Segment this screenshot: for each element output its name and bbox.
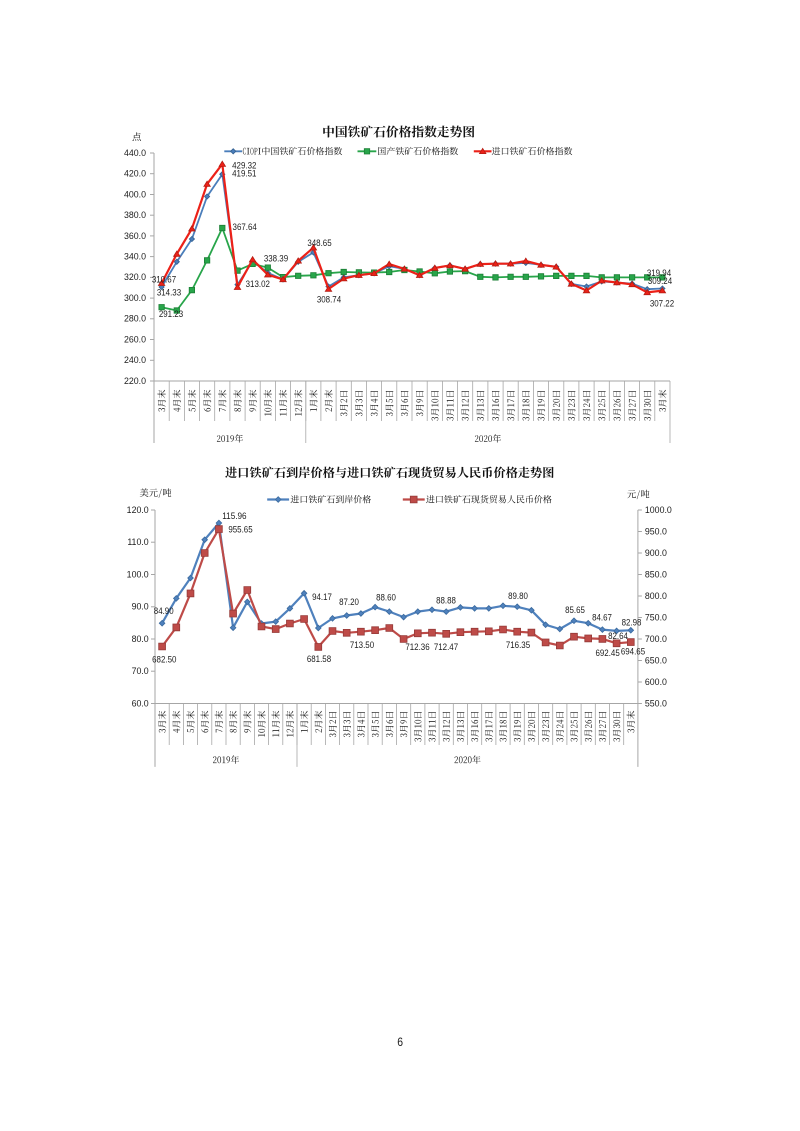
svg-text:300.0: 300.0 xyxy=(124,293,146,303)
svg-text:348.65: 348.65 xyxy=(307,238,331,248)
svg-text:900.0: 900.0 xyxy=(645,548,667,558)
svg-text:1000.0: 1000.0 xyxy=(645,505,672,515)
svg-text:240.0: 240.0 xyxy=(124,355,146,365)
svg-text:400.0: 400.0 xyxy=(124,189,146,199)
svg-text:360.0: 360.0 xyxy=(124,231,146,241)
svg-text:340.0: 340.0 xyxy=(124,252,146,262)
svg-text:110.0: 110.0 xyxy=(127,537,148,547)
svg-text:291.23: 291.23 xyxy=(159,309,183,319)
svg-text:694.65: 694.65 xyxy=(621,646,645,656)
svg-text:310.67: 310.67 xyxy=(152,274,176,284)
svg-text:716.35: 716.35 xyxy=(506,640,530,650)
svg-text:681.58: 681.58 xyxy=(307,654,331,664)
svg-text:380.0: 380.0 xyxy=(124,210,146,220)
svg-text:89.80: 89.80 xyxy=(508,591,528,601)
svg-text:750.0: 750.0 xyxy=(645,612,667,622)
svg-text:314.33: 314.33 xyxy=(157,287,181,297)
svg-text:120.0: 120.0 xyxy=(127,505,149,515)
svg-text:955.65: 955.65 xyxy=(228,525,252,535)
svg-text:82.64: 82.64 xyxy=(608,631,628,641)
svg-text:6: 6 xyxy=(397,1037,403,1049)
svg-text:367.64: 367.64 xyxy=(233,222,257,232)
svg-text:94.17: 94.17 xyxy=(312,592,332,602)
svg-text:682.50: 682.50 xyxy=(152,654,176,664)
svg-text:650.0: 650.0 xyxy=(645,655,667,665)
svg-text:260.0: 260.0 xyxy=(124,334,146,344)
svg-text:550.0: 550.0 xyxy=(645,698,667,708)
svg-text:712.36: 712.36 xyxy=(405,642,429,652)
svg-text:280.0: 280.0 xyxy=(124,314,146,324)
svg-text:440.0: 440.0 xyxy=(124,148,146,158)
svg-text:420.0: 420.0 xyxy=(124,169,146,179)
svg-text:338.39: 338.39 xyxy=(264,254,288,264)
svg-text:850.0: 850.0 xyxy=(645,569,667,579)
svg-text:319.94: 319.94 xyxy=(647,268,671,278)
svg-text:90.0: 90.0 xyxy=(132,602,149,612)
svg-text:800.0: 800.0 xyxy=(645,591,667,601)
svg-text:600.0: 600.0 xyxy=(645,677,667,687)
svg-text:713.50: 713.50 xyxy=(350,640,374,650)
svg-text:80.0: 80.0 xyxy=(132,634,149,644)
svg-text:313.02: 313.02 xyxy=(246,279,270,289)
svg-text:88.88: 88.88 xyxy=(436,595,456,605)
svg-text:115.96: 115.96 xyxy=(222,511,246,521)
svg-text:700.0: 700.0 xyxy=(645,634,667,644)
svg-text:712.47: 712.47 xyxy=(434,642,458,652)
svg-text:88.60: 88.60 xyxy=(376,592,396,602)
svg-text:419.51: 419.51 xyxy=(232,169,256,179)
svg-text:309.24: 309.24 xyxy=(648,276,672,286)
svg-text:70.0: 70.0 xyxy=(132,666,149,676)
svg-text:84.67: 84.67 xyxy=(592,612,612,622)
svg-text:100.0: 100.0 xyxy=(127,569,149,579)
svg-text:84.90: 84.90 xyxy=(154,606,174,616)
svg-text:85.65: 85.65 xyxy=(565,605,585,615)
svg-text:60.0: 60.0 xyxy=(132,698,149,708)
svg-text:692.45: 692.45 xyxy=(595,648,619,658)
svg-text:950.0: 950.0 xyxy=(645,526,667,536)
svg-text:220.0: 220.0 xyxy=(124,376,146,386)
svg-text:429.32: 429.32 xyxy=(232,160,256,170)
svg-text:307.22: 307.22 xyxy=(650,298,674,308)
svg-text:87.20: 87.20 xyxy=(339,597,359,607)
svg-text:308.74: 308.74 xyxy=(317,294,341,304)
svg-text:82.98: 82.98 xyxy=(622,617,642,627)
svg-text:320.0: 320.0 xyxy=(124,272,146,282)
